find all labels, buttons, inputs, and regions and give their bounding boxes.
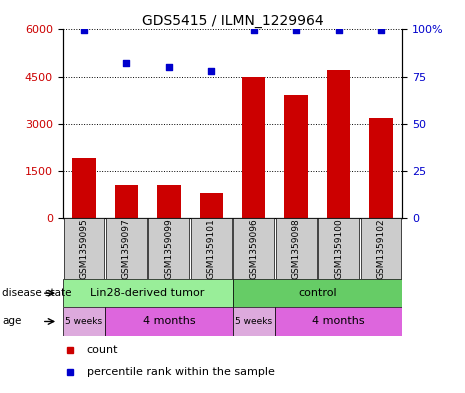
Point: [80, 27, 88, 33]
Bar: [232, 307, 275, 336]
Text: GSM1359095: GSM1359095: [80, 218, 88, 279]
Text: GSM1359100: GSM1359100: [334, 218, 343, 279]
Bar: [63, 307, 105, 336]
Bar: [327, 70, 350, 218]
Text: disease state: disease state: [2, 288, 72, 298]
Text: age: age: [2, 316, 22, 327]
Point: [123, 60, 130, 66]
Bar: [64, 218, 104, 279]
Text: control: control: [298, 288, 337, 298]
Text: count: count: [86, 345, 118, 355]
Text: GSM1359101: GSM1359101: [207, 218, 216, 279]
Text: percentile rank within the sample: percentile rank within the sample: [86, 367, 274, 377]
Bar: [318, 218, 359, 279]
Bar: [191, 218, 232, 279]
Bar: [105, 307, 232, 336]
Bar: [199, 193, 223, 218]
Point: [250, 27, 258, 33]
Bar: [63, 279, 232, 307]
Text: 5 weeks: 5 weeks: [235, 317, 272, 326]
Bar: [115, 185, 138, 218]
Bar: [242, 77, 266, 218]
Bar: [157, 185, 180, 218]
Text: GDS5415 / ILMN_1229964: GDS5415 / ILMN_1229964: [142, 14, 323, 28]
Bar: [369, 118, 392, 218]
Text: GSM1359097: GSM1359097: [122, 218, 131, 279]
Text: 4 months: 4 months: [143, 316, 195, 327]
Text: GSM1359099: GSM1359099: [164, 218, 173, 279]
Bar: [233, 218, 274, 279]
Bar: [275, 307, 402, 336]
Text: 4 months: 4 months: [312, 316, 365, 327]
Text: GSM1359096: GSM1359096: [249, 218, 258, 279]
Bar: [276, 218, 317, 279]
Point: [335, 27, 342, 33]
Bar: [106, 218, 147, 279]
Point: [292, 27, 300, 33]
Bar: [285, 95, 308, 218]
Text: GSM1359098: GSM1359098: [292, 218, 301, 279]
Bar: [232, 279, 402, 307]
Point: [165, 64, 173, 70]
Text: 5 weeks: 5 weeks: [66, 317, 103, 326]
Point: [207, 68, 215, 74]
Bar: [361, 218, 401, 279]
Bar: [73, 158, 96, 218]
Bar: [148, 218, 189, 279]
Text: Lin28-derived tumor: Lin28-derived tumor: [91, 288, 205, 298]
Text: GSM1359102: GSM1359102: [377, 218, 385, 279]
Point: [377, 27, 385, 33]
